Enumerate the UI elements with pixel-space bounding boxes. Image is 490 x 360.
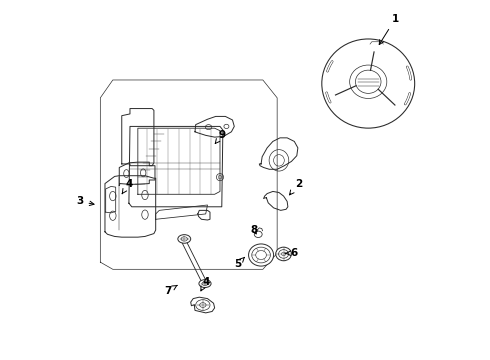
Text: 7: 7	[165, 285, 177, 296]
Text: 6: 6	[285, 248, 298, 258]
Text: 9: 9	[215, 130, 225, 144]
Ellipse shape	[199, 280, 211, 288]
Ellipse shape	[322, 39, 415, 128]
Text: 4: 4	[122, 179, 133, 194]
Text: 4: 4	[201, 277, 209, 291]
Ellipse shape	[248, 244, 273, 266]
Text: 8: 8	[250, 225, 258, 235]
Text: 2: 2	[290, 179, 302, 195]
Ellipse shape	[276, 247, 292, 261]
Ellipse shape	[178, 235, 191, 243]
Text: 3: 3	[76, 197, 94, 206]
Text: 5: 5	[234, 257, 245, 269]
Text: 1: 1	[379, 14, 399, 45]
Ellipse shape	[254, 231, 262, 238]
